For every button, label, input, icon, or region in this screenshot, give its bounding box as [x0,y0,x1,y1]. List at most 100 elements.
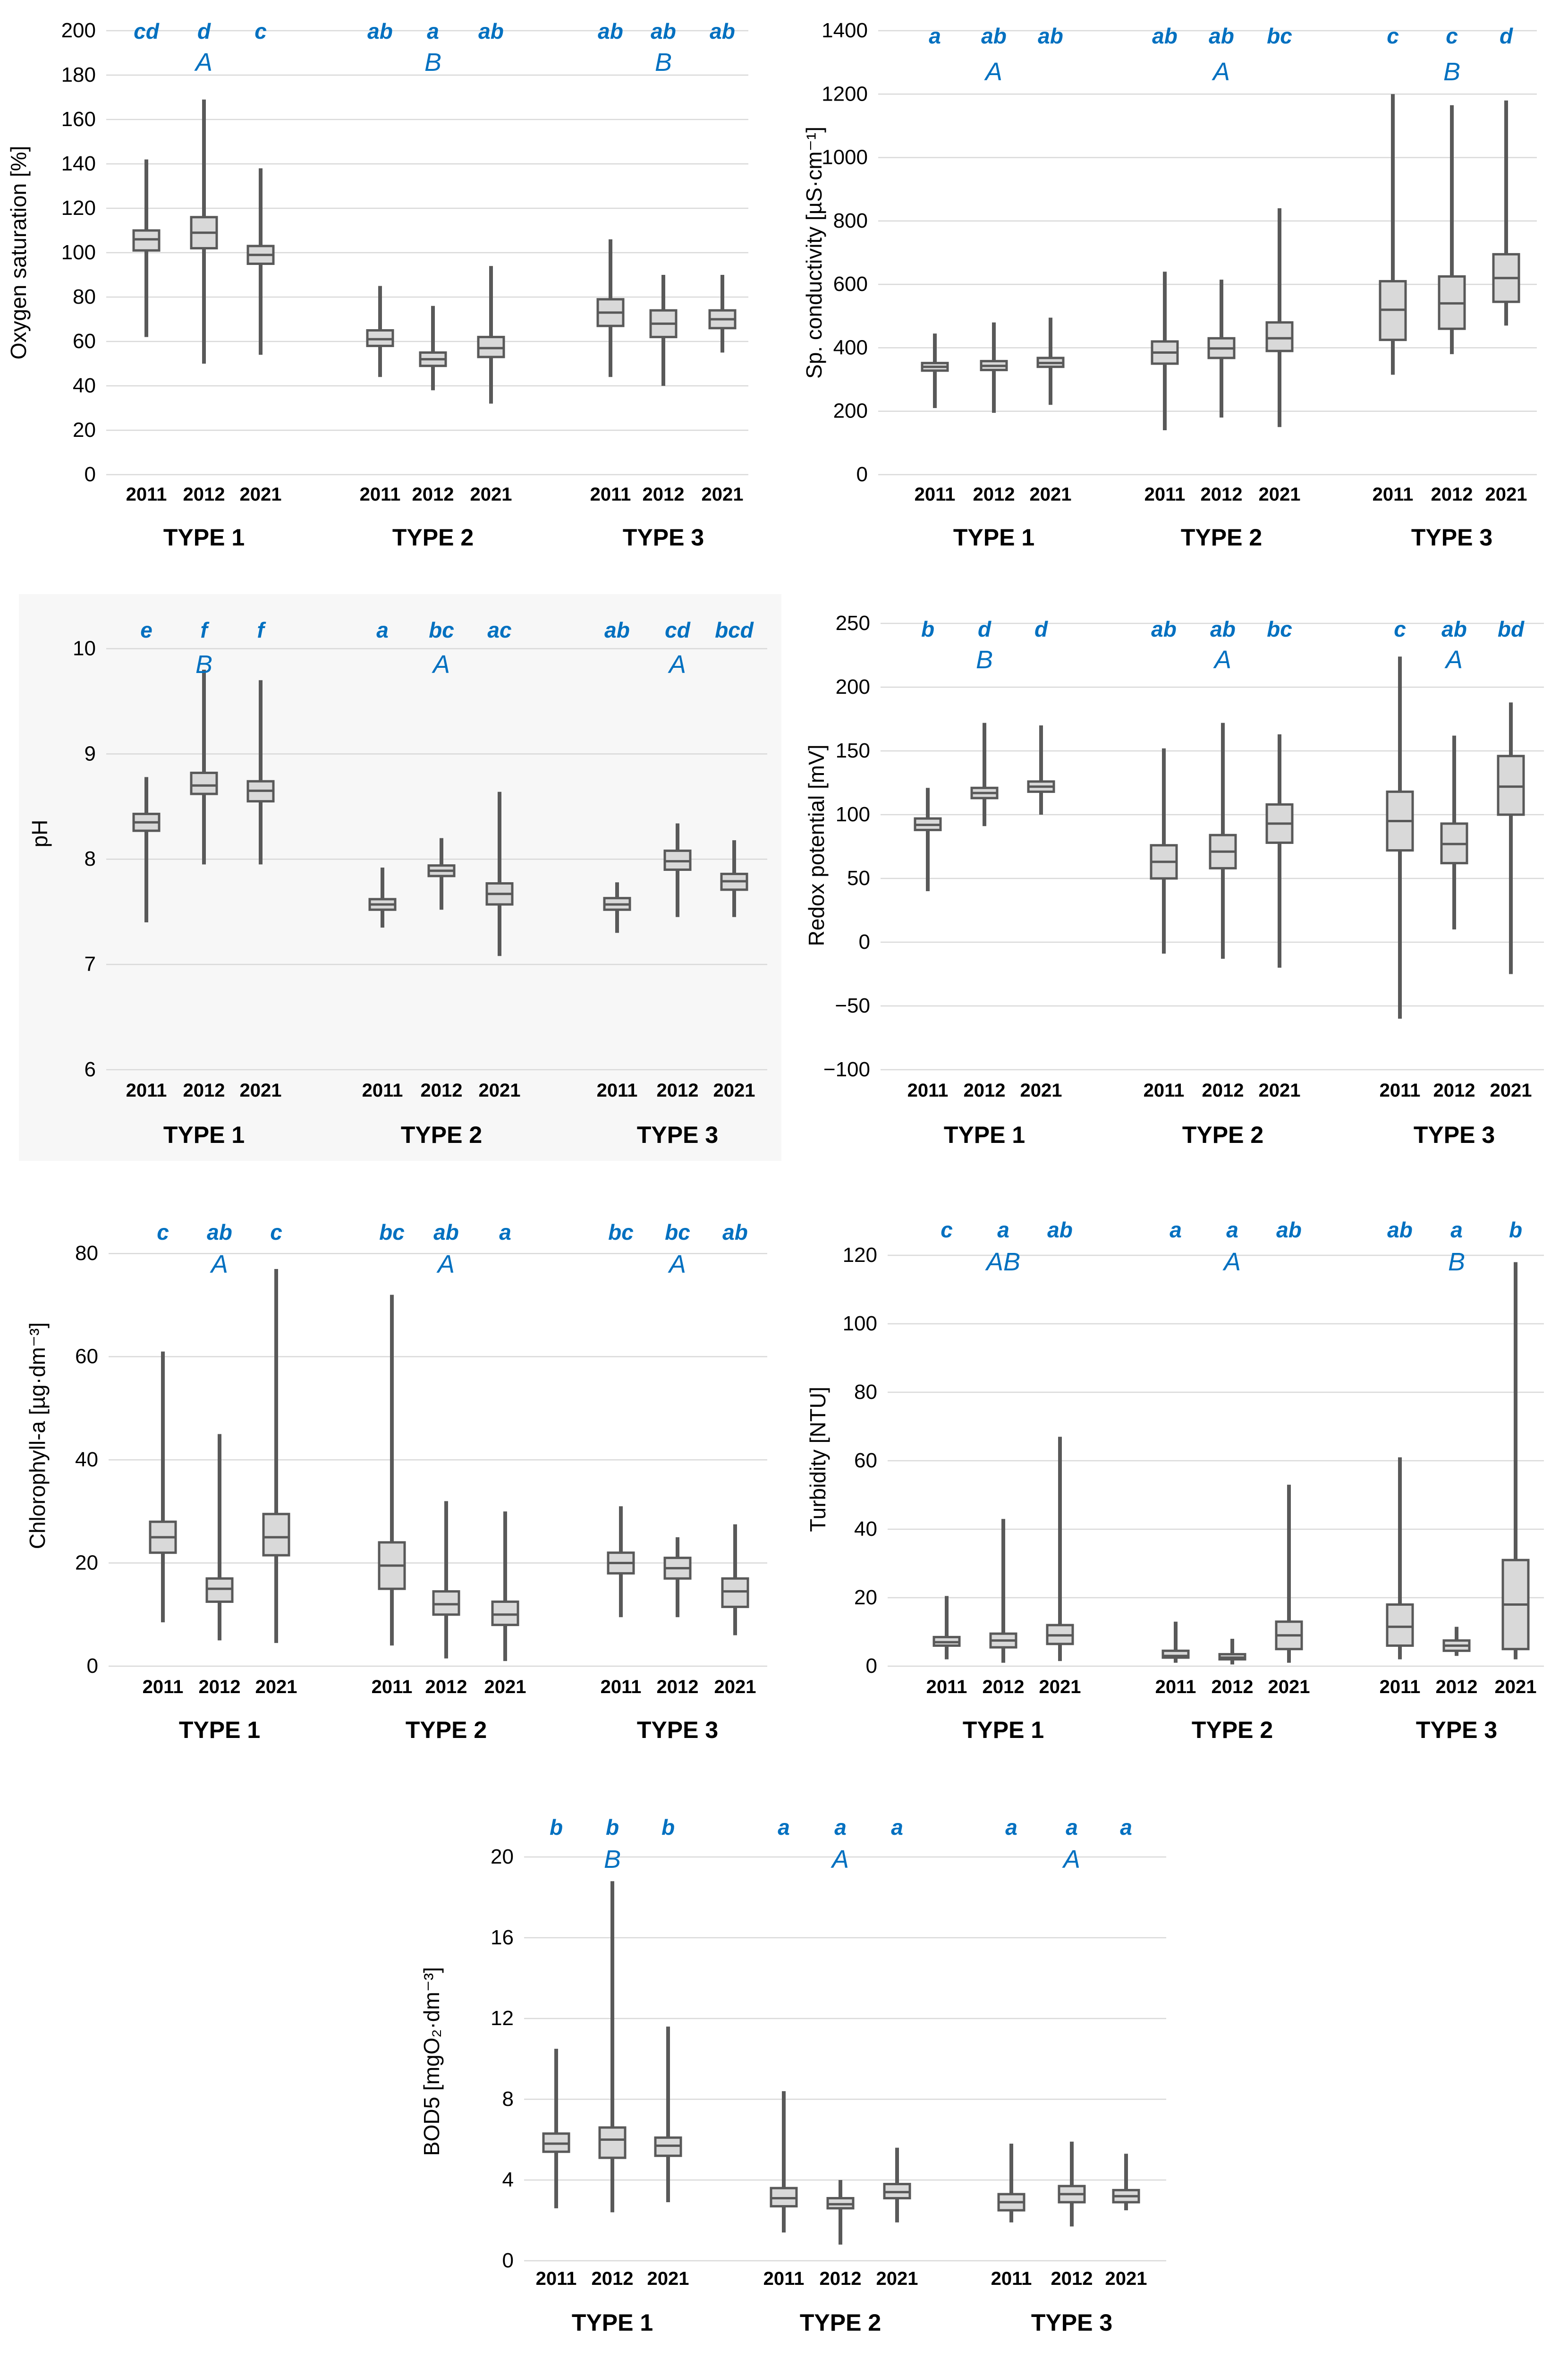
significance-letter: bc [608,1220,634,1244]
year-tick-label: 2021 [470,484,512,505]
box-2021-type1: 2021 ab [1030,24,1072,505]
significance-letter: a [1066,1815,1078,1840]
type-label: TYPE 3 [623,524,704,551]
year-tick-label: 2021 [1259,1080,1301,1101]
year-tick-label: 2012 [421,1080,463,1101]
year-tick-label: 2012 [657,1677,699,1697]
significance-letter: bcd [715,618,754,642]
year-tick-label: 2012 [973,484,1015,505]
year-tick-label: 2021 [702,484,744,505]
iqr-box [1497,755,1525,816]
y-tick-label: 1400 [822,19,868,42]
type-label: TYPE 2 [406,1717,487,1743]
y-tick-label: 160 [61,108,96,131]
y-tick-label: 0 [85,463,96,486]
significance-letter: c [270,1220,282,1244]
year-tick-label: 2011 [1373,484,1414,505]
group-significance-letter: A [210,1250,228,1278]
y-tick-label: 20 [73,418,96,442]
year-tick-label: 2021 [1268,1677,1310,1697]
y-tick-label: 80 [854,1380,877,1404]
y-tick-label: 20 [491,1845,514,1868]
type-label: TYPE 2 [800,2309,881,2336]
box-2012-type1: 2012 d [183,19,225,505]
iqr-box [491,1600,519,1627]
significance-letter: a [1170,1218,1182,1242]
y-tick-label: 200 [833,400,868,423]
year-tick-label: 2011 [1155,1677,1196,1697]
y-tick-label: 40 [75,1448,98,1471]
chart-conductivity: 0 200 400 600 800 1000 1200 1400 Sp. conductivit… [802,19,1537,551]
significance-letter: a [499,1220,511,1244]
significance-letter: bc [665,1220,690,1244]
year-tick-label: 2021 [255,1677,297,1697]
year-tick-label: 2021 [1030,484,1072,505]
significance-letter: a [1450,1218,1463,1242]
significance-letter: ab [367,19,393,43]
significance-letter: bc [379,1220,405,1244]
significance-letter: ab [1209,24,1234,48]
iqr-box [432,1590,460,1616]
y-tick-label: 60 [75,1345,98,1368]
group-significance-letter: A [436,1250,455,1278]
year-tick-label: 2012 [199,1677,241,1697]
box-2012-type3: 2012 ab [1433,617,1475,1101]
significance-letter: ab [1151,617,1177,641]
year-tick-label: 2011 [915,484,956,505]
type-label: TYPE 3 [637,1122,718,1148]
y-tick-label: 50 [847,867,870,890]
type-label: TYPE 3 [1414,1122,1495,1148]
significance-letter: c [254,19,267,43]
box-2011-type3: 2011 c [1373,24,1414,505]
significance-letter: ab [478,19,504,43]
year-tick-label: 2021 [1259,484,1301,505]
type-label: TYPE 2 [392,524,474,551]
box-2011-type1: 2011 b [907,617,949,1101]
type-label: TYPE 2 [1182,1122,1263,1148]
y-tick-label: 16 [491,1926,514,1949]
group-significance-letter: A [1213,646,1231,674]
box-2011-type3: 2011 ab [590,19,631,505]
significance-letter: d [197,19,211,43]
significance-letter: ab [604,618,630,642]
significance-letter: bd [1498,617,1525,641]
y-tick-label: 0 [856,463,868,486]
significance-letter: c [1394,617,1406,641]
box-2012-type3: 2012 bc [657,1220,699,1697]
iqr-box [721,1577,749,1608]
year-tick-label: 2012 [1433,1080,1475,1101]
significance-letter: a [778,1815,790,1840]
significance-letter: ab [710,19,735,43]
type-label: TYPE 3 [1031,2309,1112,2336]
y-axis-label: Redox potential [mV] [804,744,829,946]
type-label: TYPE 1 [944,1122,1025,1148]
year-tick-label: 2021 [713,1080,755,1101]
year-tick-label: 2011 [926,1677,967,1697]
y-axis-label: Oxygen saturation [%] [6,146,31,360]
box-2012-type3: 2012 a [1436,1218,1478,1697]
box-2021-type3: 2021 bcd [713,618,755,1101]
y-axis-label: Sp. conductivity [µS·cm⁻¹] [802,127,826,379]
y-tick-label: −100 [823,1058,870,1081]
year-tick-label: 2012 [425,1677,467,1697]
y-axis-label: Turbidity [NTU] [805,1387,830,1532]
year-tick-label: 2012 [592,2268,634,2289]
year-tick-label: 2011 [362,1080,403,1101]
box-2021-type1: 2021 b [647,1815,689,2289]
box-2021-type1: 2021 c [255,1220,297,1697]
year-tick-label: 2012 [412,484,454,505]
y-tick-label: 80 [75,1242,98,1265]
type-label: TYPE 1 [163,1122,245,1148]
iqr-box [1386,1603,1414,1647]
box-2011-type3: 2011 a [991,1815,1032,2289]
type-label: TYPE 1 [163,524,245,551]
year-tick-label: 2011 [590,484,631,505]
year-tick-label: 2011 [601,1677,642,1697]
group-significance-letter: A [1222,1248,1241,1276]
box-2021-type2: 2021 a [484,1220,526,1697]
significance-letter: ab [598,19,623,43]
year-tick-label: 2011 [372,1677,413,1697]
year-tick-label: 2012 [643,484,685,505]
box-2012-type1: 2012 b [592,1815,634,2289]
significance-letter: b [1509,1218,1522,1242]
